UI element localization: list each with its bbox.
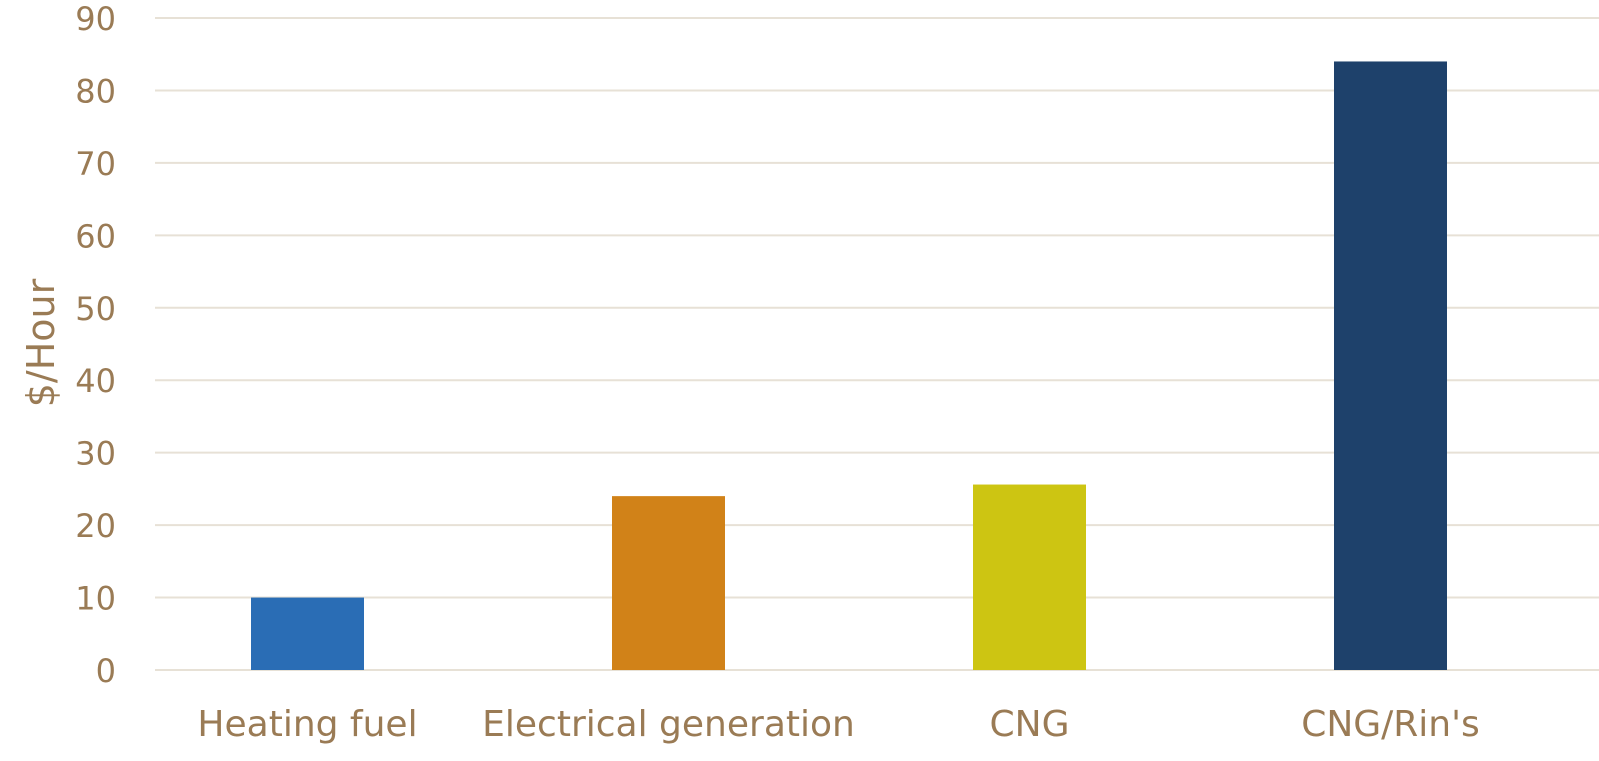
y-axis-ticks: 0 10 20 30 40 50 60 70 80 90 xyxy=(75,0,116,690)
bar-heating-fuel xyxy=(251,597,364,670)
y-tick-label: 0 xyxy=(96,652,116,690)
y-tick-label: 30 xyxy=(75,435,116,473)
x-category-label: CNG xyxy=(990,704,1070,745)
x-category-label: Electrical generation xyxy=(482,704,855,745)
x-category-label: Heating fuel xyxy=(197,704,417,745)
bar-cng xyxy=(973,484,1086,670)
x-category-label: CNG/Rin's xyxy=(1301,704,1480,745)
y-tick-label: 60 xyxy=(75,217,116,255)
y-axis-title: $/Hour xyxy=(19,278,63,407)
y-tick-label: 40 xyxy=(75,362,116,400)
y-tick-label: 10 xyxy=(75,580,116,618)
y-tick-label: 90 xyxy=(75,0,116,38)
y-tick-label: 50 xyxy=(75,290,116,328)
y-tick-label: 20 xyxy=(75,507,116,545)
bar-cng-rin-s xyxy=(1334,61,1447,670)
bars xyxy=(251,61,1447,670)
bar-electrical-generation xyxy=(612,496,725,670)
y-tick-label: 70 xyxy=(75,145,116,183)
gridlines xyxy=(155,17,1599,671)
y-tick-label: 80 xyxy=(75,72,116,110)
x-axis-labels: Heating fuel Electrical generation CNG CNG/… xyxy=(197,704,1479,745)
